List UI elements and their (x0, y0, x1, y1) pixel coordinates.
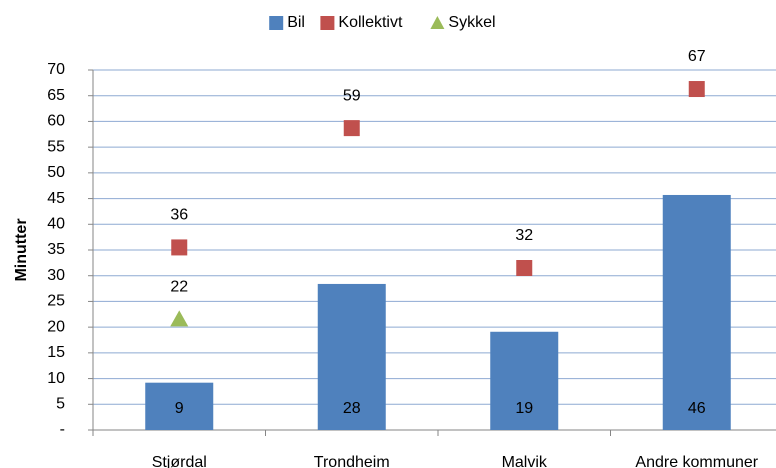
y-tick-label: 50 (47, 164, 65, 181)
x-tick-label: Stjørdal (152, 454, 207, 468)
data-label: 22 (170, 279, 188, 296)
y-tick-label: 5 (56, 396, 65, 413)
y-tick-label: 20 (47, 318, 65, 335)
y-tick-label: 45 (47, 190, 65, 207)
bar (490, 331, 559, 430)
marker (516, 260, 533, 276)
data-label: 46 (688, 400, 706, 417)
data-label: 59 (343, 87, 361, 104)
legend-label: Bil (287, 14, 305, 31)
bar (145, 382, 214, 430)
y-tick-label: 10 (47, 370, 65, 387)
y-tick-label: 15 (47, 344, 65, 361)
y-tick-label: 55 (47, 138, 65, 155)
x-tick-label: Malvik (502, 454, 548, 468)
data-label: 67 (688, 48, 706, 65)
y-tick-label: - (60, 421, 65, 438)
y-axis-title: Minutter (13, 218, 30, 281)
y-tick-label: 70 (47, 61, 65, 78)
y-tick-label: 60 (47, 113, 65, 130)
legend-label: Sykkel (448, 14, 495, 31)
legend-marker (269, 16, 284, 30)
y-tick-label: 40 (47, 216, 65, 233)
legend-marker (430, 16, 445, 29)
y-tick-label: 65 (47, 87, 65, 104)
x-tick-label: Andre kommuner (635, 454, 758, 468)
data-label: 9 (175, 400, 184, 417)
marker (170, 310, 189, 327)
y-tick-label: 35 (47, 241, 65, 258)
data-label: 32 (515, 227, 533, 244)
bar (317, 283, 386, 430)
marker (343, 120, 360, 137)
y-tick-label: 25 (47, 293, 65, 310)
marker (171, 239, 188, 256)
data-label: 19 (515, 400, 533, 417)
marker (688, 81, 705, 98)
legend-marker (320, 16, 335, 30)
y-tick-label: 30 (47, 267, 65, 284)
bar (662, 194, 731, 430)
legend-label: Kollektivt (338, 14, 403, 31)
data-label: 28 (343, 400, 361, 417)
x-tick-label: Trondheim (314, 454, 390, 468)
data-label: 36 (170, 207, 188, 224)
